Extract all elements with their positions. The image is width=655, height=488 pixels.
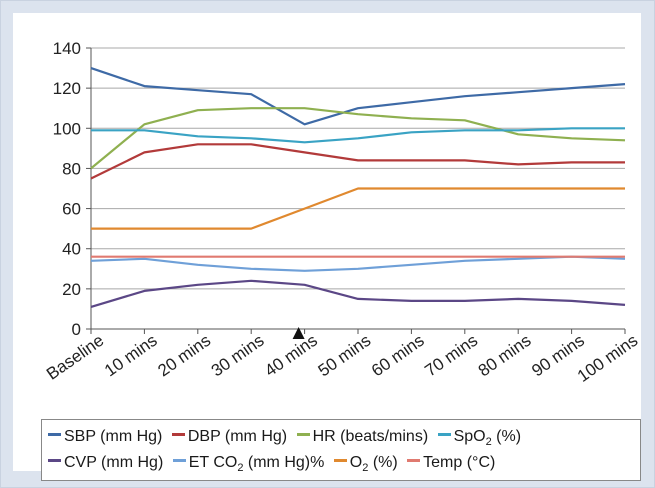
series-line-4 — [91, 127, 625, 144]
legend-swatch — [333, 459, 347, 463]
legend-label: (mm Hg)% — [243, 454, 325, 471]
legend: SBP (mm Hg) DBP (mm Hg) HR (beats/mins) … — [41, 419, 641, 481]
legend-swatch — [296, 433, 310, 437]
legend-item-dbp: DBP (mm Hg) — [171, 428, 288, 446]
legend-item-spo2: SpO2 (%) — [437, 428, 522, 449]
y-tick-label: 120 — [53, 79, 81, 98]
y-tick-label: 60 — [62, 200, 81, 219]
legend-subscript: 2 — [362, 462, 369, 475]
series-line-5 — [90, 279, 626, 308]
legend-label: Temp (°C) — [423, 454, 496, 471]
legend-subscript: 2 — [237, 462, 244, 475]
x-tick-label: 80 mins — [475, 331, 535, 381]
x-tick-label: 40 mins — [261, 331, 321, 381]
y-tick-label: 40 — [62, 240, 81, 259]
legend-swatch — [171, 433, 185, 437]
legend-label: ET CO — [188, 454, 238, 471]
series-line-2 — [90, 143, 625, 180]
x-tick-label: 10 mins — [101, 331, 161, 381]
legend-label: SBP (mm Hg) — [64, 428, 163, 445]
legend-label: DBP (mm Hg) — [187, 428, 288, 445]
arrow-marker — [292, 327, 305, 339]
x-tick-label: 50 mins — [315, 331, 375, 381]
y-tick-label: 20 — [62, 280, 81, 299]
y-tick-label: 80 — [62, 159, 81, 178]
legend-label: SpO — [453, 428, 486, 445]
legend-subscript: 2 — [485, 436, 492, 449]
legend-swatch — [48, 459, 61, 463]
series-line-6 — [90, 255, 626, 272]
legend-row-1: SBP (mm Hg) DBP (mm Hg) HR (beats/mins) … — [48, 428, 646, 448]
x-tick-label: 30 mins — [208, 331, 268, 381]
plot-panel: 0 20 40 60 80 100 120 140 Baseline 10 mins 20 mins… — [13, 13, 641, 471]
x-tick-label: 70 mins — [421, 331, 481, 381]
legend-item-o2: O2 (%) — [333, 454, 398, 475]
legend-swatch — [437, 433, 451, 437]
legend-swatch — [172, 459, 186, 463]
legend-item-sbp: SBP (mm Hg) — [48, 428, 162, 446]
legend-row-2: CVP (mm Hg) ET CO2 (mm Hg)% O2 (%) Temp … — [48, 454, 646, 474]
x-tick-label: 100 mins — [574, 331, 641, 386]
x-tick-label: 60 mins — [368, 331, 428, 381]
legend-swatch — [48, 433, 61, 437]
series-line-3 — [90, 107, 626, 170]
series-line-7 — [91, 187, 625, 230]
y-tick-label: 100 — [53, 119, 81, 138]
legend-label: CVP (mm Hg) — [64, 454, 164, 471]
legend-item-etco2: ET CO2 (mm Hg)% — [172, 454, 325, 475]
legend-item-temp: Temp (°C) — [407, 454, 495, 472]
legend-item-hr: HR (beats/mins) — [296, 428, 429, 446]
legend-label: (%) — [491, 428, 522, 445]
legend-label: O — [349, 454, 363, 471]
legend-item-cvp: CVP (mm Hg) — [48, 454, 163, 472]
legend-label: (%) — [368, 454, 398, 471]
legend-swatch — [407, 459, 421, 463]
y-tick-label: 140 — [53, 39, 81, 58]
series-line-1 — [90, 67, 626, 126]
x-tick-label: 20 mins — [154, 331, 214, 381]
legend-label: HR (beats/mins) — [312, 428, 429, 445]
y-tick-label: 0 — [72, 320, 81, 339]
